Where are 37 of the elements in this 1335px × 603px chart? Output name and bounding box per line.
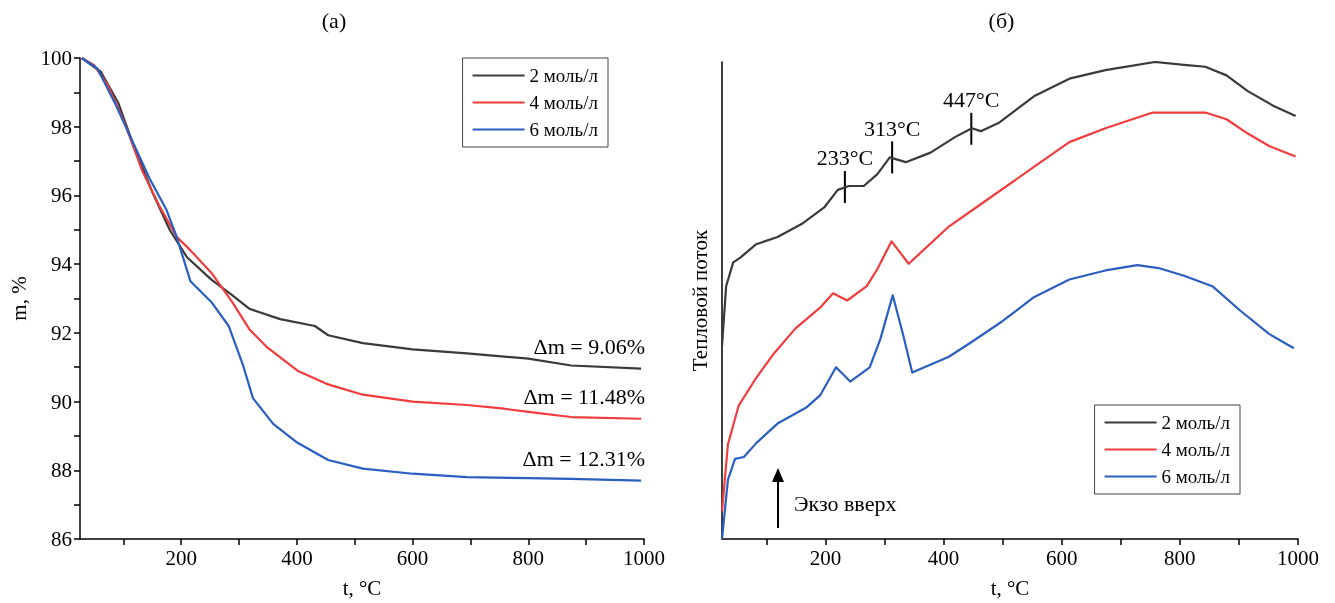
y-tick-label: 98 [51, 114, 72, 139]
annotation: Δm = 9.06% [533, 334, 646, 360]
y-tick-label: 100 [40, 46, 72, 70]
y-tick-label: 96 [51, 183, 72, 208]
chart-title: (a) [321, 7, 347, 33]
legend-label: 2 моль/л [1161, 412, 1231, 433]
y-axis-title: m, % [7, 276, 32, 321]
x-tick-label: 1000 [623, 545, 665, 570]
x-axis-title: t, °C [342, 575, 382, 600]
y-tick-label: 88 [51, 458, 72, 483]
y-tick-label: 86 [51, 527, 72, 551]
y-tick-label: 94 [51, 252, 73, 277]
annotation: Δm = 11.48% [523, 384, 646, 410]
y-tick-label: 92 [51, 320, 72, 345]
x-tick-label: 200 [165, 545, 197, 570]
x-tick-label: 200 [809, 545, 842, 570]
x-tick-label: 800 [512, 545, 545, 570]
annotation: Δm = 12.31% [522, 446, 646, 472]
x-axis-title: t, °C [990, 575, 1030, 600]
x-tick-label: 600 [1045, 545, 1078, 570]
x-tick-label: 400 [927, 545, 960, 570]
annotation: 313°C [863, 115, 921, 141]
chart-title: (б) [988, 7, 1015, 33]
annotation: Экзо вверх [794, 490, 897, 516]
annotation: 233°C [816, 145, 874, 171]
legend-label: 4 моль/л [1161, 439, 1231, 460]
annotation: 447°C [943, 87, 1000, 113]
x-tick-label: 400 [281, 545, 313, 570]
legend-label: 6 моль/л [529, 119, 599, 140]
y-axis-title: Тепловой поток [687, 229, 712, 372]
legend-label: 4 моль/л [529, 92, 599, 113]
legend-label: 6 моль/л [1161, 466, 1231, 487]
x-tick-label: 600 [396, 545, 429, 570]
x-tick-label: 1000 [1277, 545, 1319, 570]
y-tick-label: 90 [51, 389, 72, 414]
legend-label: 2 моль/л [529, 65, 599, 86]
x-tick-label: 800 [1164, 545, 1196, 570]
